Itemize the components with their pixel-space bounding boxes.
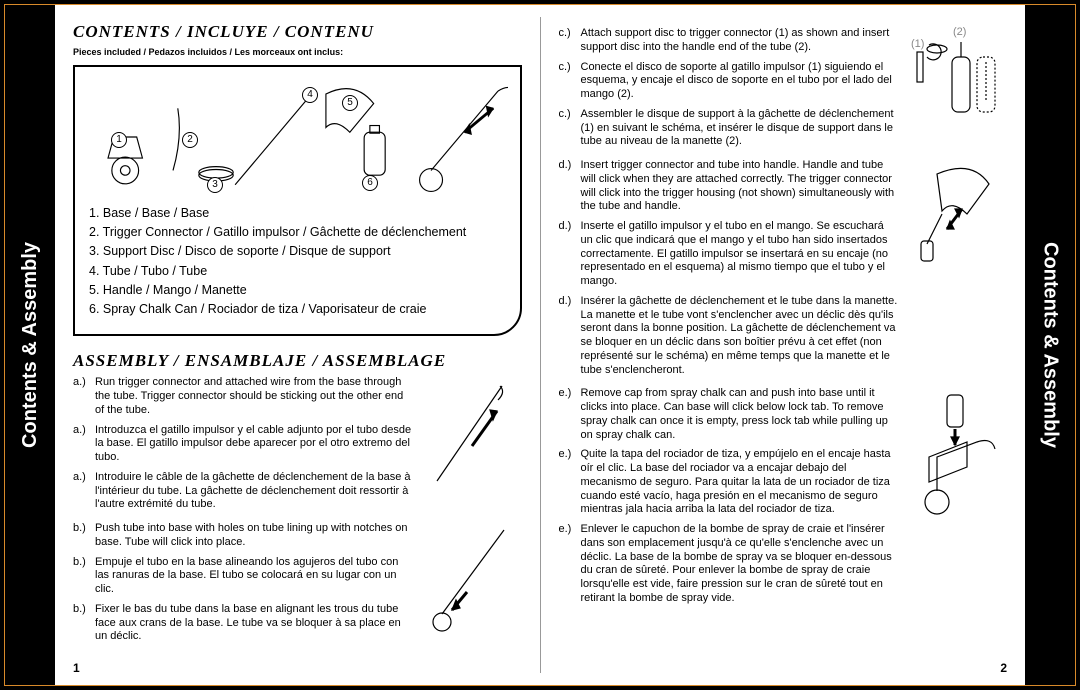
step-label: e.) [559,448,581,517]
step-label: d.) [559,159,581,214]
page-2: c.)Attach support disc to trigger connec… [541,5,1026,685]
parts-svg [87,77,508,197]
step-e-illus [907,387,1007,615]
page-border: Contents & Assembly CONTENTS / INCLUYE /… [4,4,1076,686]
step-label: b.) [73,556,95,597]
tab-label: Contents & Assembly [1039,242,1062,448]
part-item: 4. Tube / Tubo / Tube [89,263,508,279]
step-c-illus: (1) (2) [907,27,1007,159]
step-b-wrap: b.)Push tube into base with holes on tub… [73,522,522,654]
step-text: Run trigger connector and attached wire … [95,376,414,417]
step-d-wrap: d.)Insert trigger connector and tube int… [559,159,1008,387]
pages: CONTENTS / INCLUYE / CONTENU Pieces incl… [55,5,1025,685]
parts-illustration: 1 2 3 4 5 6 [87,77,508,197]
step-a-wrap: a.)Run trigger connector and attached wi… [73,376,522,522]
part-item: 6. Spray Chalk Can / Rociador de tiza / … [89,301,508,317]
step-text: Assembler le disque de support à la gâch… [581,108,900,149]
step-label: c.) [559,108,581,149]
part-item: 3. Support Disc / Disco de soporte / Dis… [89,243,508,259]
page-number: 2 [1000,661,1007,677]
step-text: Introduire le câble de la gâchette de dé… [95,471,414,512]
step-text: Push tube into base with holes on tube l… [95,522,414,550]
parts-list: 1. Base / Base / Base 2. Trigger Connect… [87,205,508,318]
step-text: Conecte el disco de soporte al gatillo i… [581,61,900,102]
part-item: 5. Handle / Mango / Manette [89,282,508,298]
tab-label: Contents & Assembly [19,242,42,448]
left-section-tab: Contents & Assembly [5,5,55,685]
page-number: 1 [73,661,80,677]
step-group-e: e.)Remove cap from spray chalk can and p… [559,387,900,605]
parts-box: 1 2 3 4 5 6 1. Base / Base / Base 2. Tri… [73,65,522,337]
assembly-heading: ASSEMBLY / ENSAMBLAJE / ASSEMBLAGE [73,350,522,372]
contents-heading: CONTENTS / INCLUYE / CONTENU [73,21,522,43]
step-text: Fixer le bas du tube dans la base en ali… [95,603,414,644]
pieces-note: Pieces included / Pedazos incluidos / Le… [73,47,522,59]
step-text: Attach support disc to trigger connector… [581,27,900,55]
step-label: c.) [559,61,581,102]
step-label: b.) [73,522,95,550]
step-label: a.) [73,471,95,512]
part-num: 5 [342,95,358,111]
step-label: c.) [559,27,581,55]
step-c-wrap: c.)Attach support disc to trigger connec… [559,27,1008,159]
part-item: 2. Trigger Connector / Gatillo impulsor … [89,224,508,240]
step-text: Inserte el gatillo impulsor y el tubo en… [581,220,900,289]
step-a-illus [422,376,522,522]
step-label: e.) [559,523,581,606]
step-label: d.) [559,295,581,378]
step-e-wrap: e.)Remove cap from spray chalk can and p… [559,387,1008,615]
part-num: 3 [207,177,223,193]
step-group-b: b.)Push tube into base with holes on tub… [73,522,414,644]
step-group-d: d.)Insert trigger connector and tube int… [559,159,900,377]
step-label: d.) [559,220,581,289]
part-num: 2 [182,132,198,148]
part-item: 1. Base / Base / Base [89,205,508,221]
callout-2: (2) [953,25,966,39]
step-label: a.) [73,376,95,417]
step-group-c: c.)Attach support disc to trigger connec… [559,27,900,149]
part-num: 6 [362,175,378,191]
step-label: b.) [73,603,95,644]
step-group-a: a.)Run trigger connector and attached wi… [73,376,414,512]
step-d-illus [907,159,1007,387]
step-label: a.) [73,424,95,465]
step-text: Quite la tapa del rociador de tiza, y em… [581,448,900,517]
step-label: e.) [559,387,581,442]
part-num: 1 [111,132,127,148]
part-num: 4 [302,87,318,103]
step-text: Enlever le capuchon de la bombe de spray… [581,523,900,606]
step-b-illus [422,522,522,654]
page-1: CONTENTS / INCLUYE / CONTENU Pieces incl… [55,5,540,685]
step-text: Introduzca el gatillo impulsor y el cabl… [95,424,414,465]
step-text: Empuje el tubo en la base alineando los … [95,556,414,597]
step-text: Insérer la gâchette de déclenchement et … [581,295,900,378]
step-text: Insert trigger connector and tube into h… [581,159,900,214]
step-text: Remove cap from spray chalk can and push… [581,387,900,442]
right-section-tab: Contents & Assembly [1025,5,1075,685]
manual-spread: Contents & Assembly CONTENTS / INCLUYE /… [0,0,1080,690]
callout-1: (1) [911,37,924,51]
